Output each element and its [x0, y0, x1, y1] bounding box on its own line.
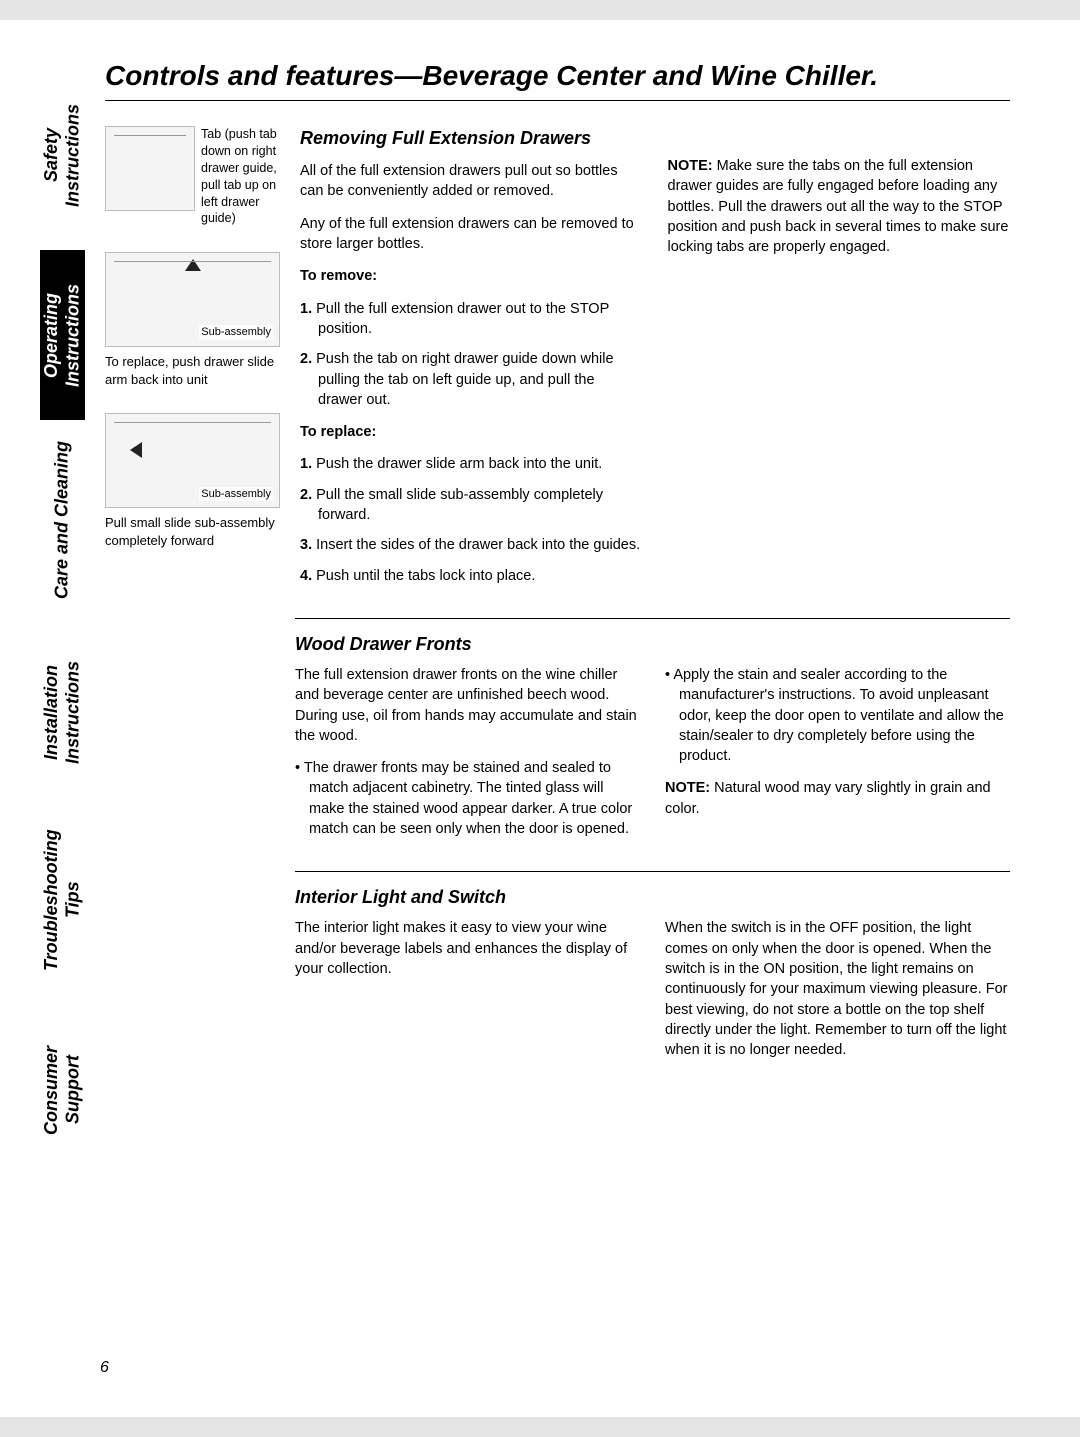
tab-care-cleaning: Care and Cleaning	[40, 420, 85, 620]
page-number: 6	[100, 1359, 109, 1377]
section1-text: Removing Full Extension Drawers All of t…	[300, 126, 1010, 598]
section3-right-p1: When the switch is in the OFF position, …	[665, 918, 1010, 1060]
diagram-3: Sub-assembly Pull small slide sub-assemb…	[105, 413, 280, 549]
section2-left-bullets: The drawer fronts may be stained and sea…	[295, 758, 640, 839]
section2-note-label: NOTE:	[665, 780, 710, 796]
section2-left-col: The full extension drawer fronts on the …	[295, 665, 640, 851]
remove-step-1-text: Pull the full extension drawer out to th…	[316, 301, 609, 337]
section2-heading: Wood Drawer Fronts	[295, 634, 1010, 655]
section-removing-drawers: Tab (push tab down on right drawer guide…	[105, 126, 1010, 598]
replace-step-3: 3. Insert the sides of the drawer back i…	[300, 535, 643, 555]
section2-p1: The full extension drawer fronts on the …	[295, 665, 640, 746]
section-wood-fronts: Wood Drawer Fronts The full extension dr…	[295, 634, 1010, 851]
slide-arm-diagram: Sub-assembly	[105, 252, 280, 347]
section1-note: NOTE: Make sure the tabs on the full ext…	[668, 156, 1011, 257]
diagram-2-label: Sub-assembly	[199, 325, 273, 340]
diagram-2: Sub-assembly To replace, push drawer sli…	[105, 252, 280, 388]
replace-step-4: 4. Push until the tabs lock into place.	[300, 566, 643, 586]
section2-left-bullet1-text: The drawer fronts may be stained and sea…	[304, 760, 632, 837]
remove-step-2: 2. Push the tab on right drawer guide do…	[300, 349, 643, 410]
diagram-2-caption: To replace, push drawer slide arm back i…	[105, 353, 280, 388]
replace-step-3-text: Insert the sides of the drawer back into…	[316, 537, 640, 553]
section2-note: NOTE: Natural wood may vary slightly in …	[665, 778, 1010, 819]
remove-step-1: 1. Pull the full extension drawer out to…	[300, 299, 643, 340]
section3-left-p1: The interior light makes it easy to view…	[295, 918, 640, 979]
diagram-1: Tab (push tab down on right drawer guide…	[105, 126, 280, 227]
content-area: Controls and features—Beverage Center an…	[105, 60, 1040, 1377]
section2-left-bullet1: The drawer fronts may be stained and sea…	[295, 758, 640, 839]
section1-right-col: NOTE: Make sure the tabs on the full ext…	[668, 126, 1011, 598]
diagram-1-caption: Tab (push tab down on right drawer guide…	[201, 126, 280, 227]
diagram-3-caption: Pull small slide sub-assembly completely…	[105, 514, 280, 549]
title-rule	[105, 100, 1010, 101]
section1-left-col: Removing Full Extension Drawers All of t…	[300, 126, 643, 598]
replace-step-2-text: Pull the small slide sub-assembly comple…	[316, 487, 603, 523]
section2-note-text: Natural wood may vary slightly in grain …	[665, 780, 991, 816]
section1-note-text: Make sure the tabs on the full extension…	[668, 158, 1009, 255]
section-rule-1	[295, 618, 1010, 619]
tab-troubleshooting: Troubleshooting Tips	[40, 805, 85, 995]
remove-steps: 1. Pull the full extension drawer out to…	[300, 299, 643, 410]
section1-heading: Removing Full Extension Drawers	[300, 126, 643, 151]
section-rule-2	[295, 871, 1010, 872]
tab-safety: Safety Instructions	[40, 60, 85, 250]
section3-left-col: The interior light makes it easy to view…	[295, 918, 640, 1072]
section1-p1: All of the full extension drawers pull o…	[300, 161, 643, 202]
replace-steps: 1. Push the drawer slide arm back into t…	[300, 454, 643, 585]
diagram-3-label: Sub-assembly	[199, 487, 273, 502]
section2-right-bullet1-text: Apply the stain and sealer according to …	[673, 667, 1004, 764]
replace-step-4-text: Push until the tabs lock into place.	[316, 568, 535, 584]
to-remove-label: To remove:	[300, 266, 643, 286]
to-replace-label: To replace:	[300, 422, 643, 442]
remove-step-2-text: Push the tab on right drawer guide down …	[316, 351, 613, 408]
side-tab-strip: Safety Instructions Operating Instructio…	[40, 60, 85, 1357]
section2-right-bullets: Apply the stain and sealer according to …	[665, 665, 1010, 766]
tab-operating: Operating Instructions	[40, 250, 85, 420]
tab-installation: Installation Instructions	[40, 620, 85, 805]
drawer-tab-diagram	[105, 126, 195, 211]
section3-heading: Interior Light and Switch	[295, 887, 1010, 908]
page-title: Controls and features—Beverage Center an…	[105, 60, 1010, 92]
section3-right-col: When the switch is in the OFF position, …	[665, 918, 1010, 1072]
sub-assembly-diagram: Sub-assembly	[105, 413, 280, 508]
tab-consumer-support: Consumer Support	[40, 995, 85, 1185]
diagram-column: Tab (push tab down on right drawer guide…	[105, 126, 280, 598]
section1-note-label: NOTE:	[668, 158, 713, 174]
replace-step-1-text: Push the drawer slide arm back into the …	[316, 456, 602, 472]
section1-p2: Any of the full extension drawers can be…	[300, 214, 643, 255]
manual-page: Safety Instructions Operating Instructio…	[0, 20, 1080, 1417]
replace-step-2: 2. Pull the small slide sub-assembly com…	[300, 485, 643, 526]
section2-right-bullet1: Apply the stain and sealer according to …	[665, 665, 1010, 766]
replace-step-1: 1. Push the drawer slide arm back into t…	[300, 454, 643, 474]
section2-right-col: Apply the stain and sealer according to …	[665, 665, 1010, 851]
section-interior-light: Interior Light and Switch The interior l…	[295, 887, 1010, 1072]
